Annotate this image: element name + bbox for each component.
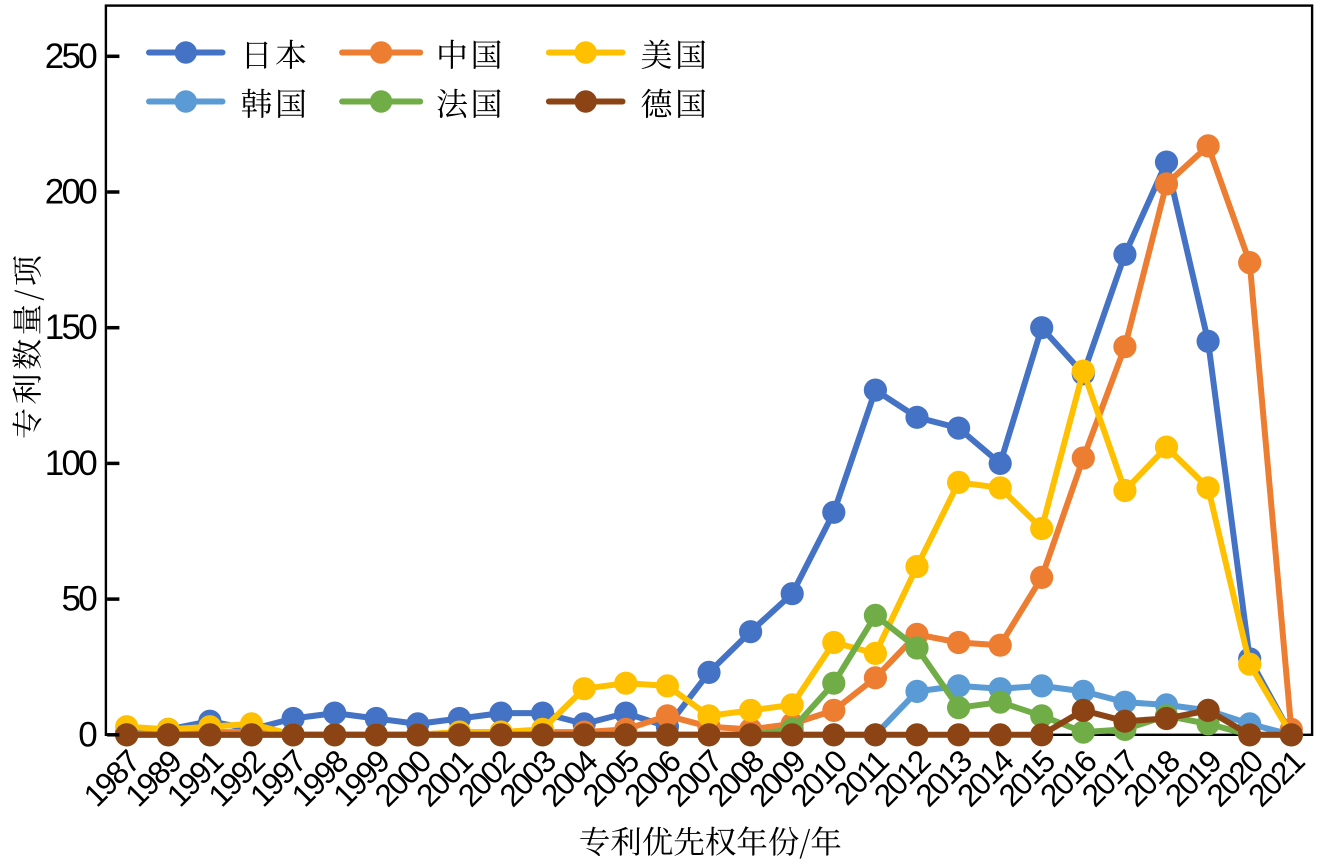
svg-text:50: 50: [61, 580, 97, 619]
svg-text:150: 150: [45, 308, 98, 347]
svg-text:200: 200: [45, 173, 98, 212]
svg-text:0: 0: [78, 715, 97, 754]
svg-text:100: 100: [45, 444, 98, 483]
svg-text:250: 250: [45, 37, 98, 76]
